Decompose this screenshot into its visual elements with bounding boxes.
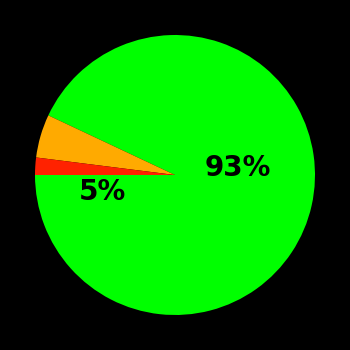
Wedge shape <box>36 116 175 175</box>
Text: 93%: 93% <box>205 154 271 182</box>
Wedge shape <box>35 35 315 315</box>
Text: 5%: 5% <box>78 178 126 206</box>
Wedge shape <box>35 158 175 175</box>
